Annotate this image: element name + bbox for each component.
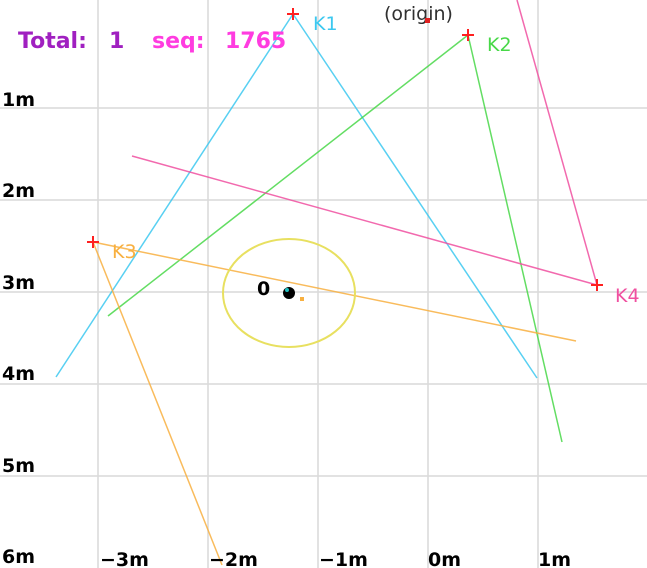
beacon-k2-range-line [467,34,563,443]
tracked-object-dot [283,287,295,299]
total-label: Total: [18,29,87,54]
x-axis-label-1m: 1m [538,549,571,568]
beacon-k2: K2 [462,29,512,56]
x-axis-labels: −3m −2m −1m 0m 1m [100,549,571,568]
position-uncertainty-circle [222,238,356,348]
y-axis-label-2m: 2m [2,180,35,202]
beacon-range-lines [55,0,598,566]
beacon-k1-range-line [55,13,294,378]
beacon-k4: K4 [591,279,640,307]
x-axis-label-neg2m: −2m [209,549,258,568]
x-axis-label-neg1m: −1m [319,549,368,568]
beacon-k1-label: K1 [313,13,338,35]
beacon-k4-cross-icon [591,279,603,291]
beacon-k3-label: K3 [112,241,137,263]
beacon-k2-range-line [107,34,469,317]
y-axis-labels: 1m 2m 3m 4m 5m 6m [2,89,35,568]
beacon-k2-cross-icon [462,29,474,41]
y-axis-label-3m: 3m [2,272,35,294]
tracked-object: 0 [257,278,304,301]
beacon-k1: K1 [287,8,338,35]
beacon-k1-cross-icon [287,8,299,20]
tracked-object-id: 0 [257,278,270,300]
y-axis-label-1m: 1m [2,89,35,111]
seq-label: seq: [152,29,205,54]
beacon-k4-label: K4 [615,285,640,307]
tracked-object-heading-dot [285,288,289,292]
total-value: 1 [109,29,124,54]
beacon-k4-range-line [516,0,598,286]
tracked-object-offset-dot [300,297,304,301]
x-axis-label-neg3m: −3m [100,549,149,568]
y-axis-label-6m: 6m [2,546,35,568]
beacon-k1-range-line [292,13,538,379]
beacon-k2-label: K2 [487,34,512,56]
origin-marker [425,18,430,23]
beacon-k4-range-line [131,155,598,286]
y-axis-label-5m: 5m [2,455,35,477]
beacon-k3-range-line [92,241,577,342]
origin-label: (origin) [384,3,453,25]
hud-overlay: Total: 1 seq: 1765 [18,29,286,54]
beacon-k3-cross-icon [87,236,99,248]
y-axis-label-4m: 4m [2,363,35,385]
seq-value: 1765 [225,29,286,54]
x-axis-label-0m: 0m [428,549,461,568]
beacon-k3: K3 [87,236,137,263]
beacon-k3-range-line [92,241,223,566]
